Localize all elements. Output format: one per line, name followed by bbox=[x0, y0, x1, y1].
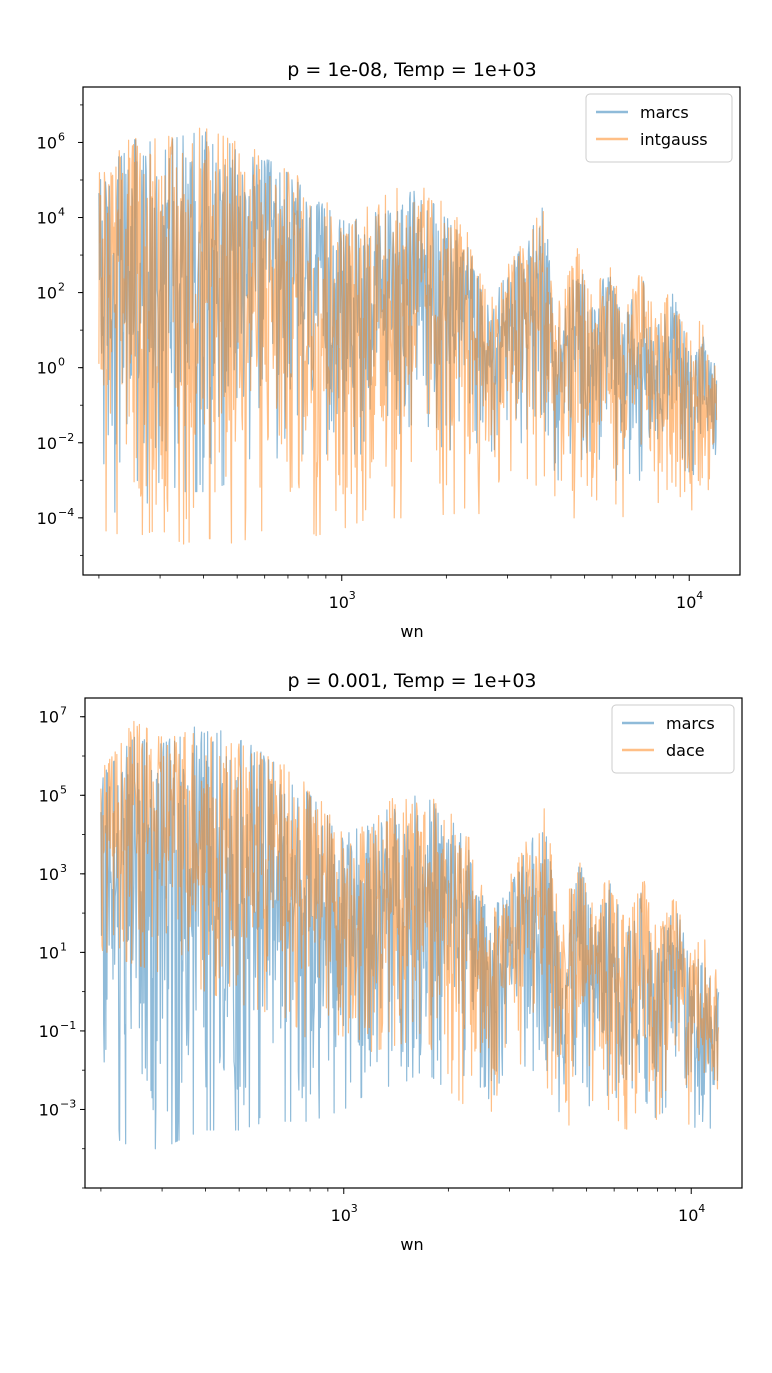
x-tick-label: 10 bbox=[331, 1206, 351, 1225]
y-tick-label: 10 bbox=[37, 509, 57, 528]
y-tick-label: 10 bbox=[39, 786, 59, 805]
chart-1-axes-frame bbox=[82, 86, 741, 576]
y-tick-label-exponent: 3 bbox=[60, 862, 67, 875]
legend-label-intgauss: intgauss bbox=[640, 130, 708, 149]
x-tick-label-exponent: 3 bbox=[349, 589, 356, 602]
chart-1-legend: marcs intgauss bbox=[585, 93, 733, 163]
chart-1-title: p = 1e-08, Temp = 1e+03 bbox=[287, 59, 536, 81]
y-tick-label: 10 bbox=[39, 1100, 59, 1119]
series-intgauss-line bbox=[98, 127, 718, 545]
chart-1-series-layer bbox=[98, 127, 718, 545]
x-tick-label-exponent: 3 bbox=[351, 1202, 358, 1215]
y-tick-label: 10 bbox=[39, 708, 59, 727]
chart-2-x-axis-label: wn bbox=[400, 1235, 423, 1254]
y-tick-label-exponent: −3 bbox=[60, 1097, 76, 1110]
chart-2-series-layer bbox=[100, 720, 720, 1150]
y-tick-label: 10 bbox=[37, 359, 57, 378]
series-marcs-line bbox=[98, 131, 718, 513]
y-tick-label-exponent: 2 bbox=[58, 281, 65, 294]
chart-2-x-axis: 10 3 10 4 bbox=[100, 1188, 705, 1225]
y-tick-label-exponent: 6 bbox=[58, 130, 65, 143]
legend-label-dace: dace bbox=[666, 741, 705, 760]
x-tick-label-exponent: 4 bbox=[698, 1202, 705, 1215]
x-tick-label: 10 bbox=[329, 593, 349, 612]
chart-1-x-axis-label: wn bbox=[400, 622, 423, 641]
y-tick-label-exponent: 5 bbox=[60, 783, 67, 796]
y-tick-label: 10 bbox=[37, 284, 57, 303]
chart-1-plot-area bbox=[82, 86, 741, 576]
y-tick-label-exponent: 1 bbox=[60, 940, 67, 953]
y-tick-label: 10 bbox=[37, 209, 57, 228]
y-tick-label-exponent: 7 bbox=[60, 705, 67, 718]
chart-2-title: p = 0.001, Temp = 1e+03 bbox=[287, 670, 536, 692]
legend-label-marcs: marcs bbox=[640, 103, 689, 122]
y-tick-label-exponent: 4 bbox=[58, 206, 65, 219]
x-tick-label-exponent: 4 bbox=[696, 589, 703, 602]
y-tick-label-exponent: 0 bbox=[58, 356, 65, 369]
series-dace-line bbox=[100, 720, 720, 1130]
chart-1-x-axis: 10 3 10 4 bbox=[98, 575, 703, 612]
y-tick-label-exponent: −4 bbox=[58, 506, 74, 519]
x-tick-label: 10 bbox=[678, 1206, 698, 1225]
y-tick-label-exponent: −1 bbox=[60, 1019, 76, 1032]
x-tick-label: 10 bbox=[676, 593, 696, 612]
chart-2-plot-area bbox=[84, 697, 743, 1189]
y-tick-label: 10 bbox=[37, 133, 57, 152]
chart-2-legend: marcs dace bbox=[611, 704, 735, 774]
chart-2-axes-frame bbox=[84, 697, 743, 1189]
y-tick-label: 10 bbox=[39, 943, 59, 962]
y-tick-label: 10 bbox=[39, 865, 59, 884]
y-tick-label: 10 bbox=[39, 1022, 59, 1041]
legend-label-marcs: marcs bbox=[666, 714, 715, 733]
y-tick-label: 10 bbox=[37, 434, 57, 453]
y-tick-label-exponent: −2 bbox=[58, 431, 74, 444]
